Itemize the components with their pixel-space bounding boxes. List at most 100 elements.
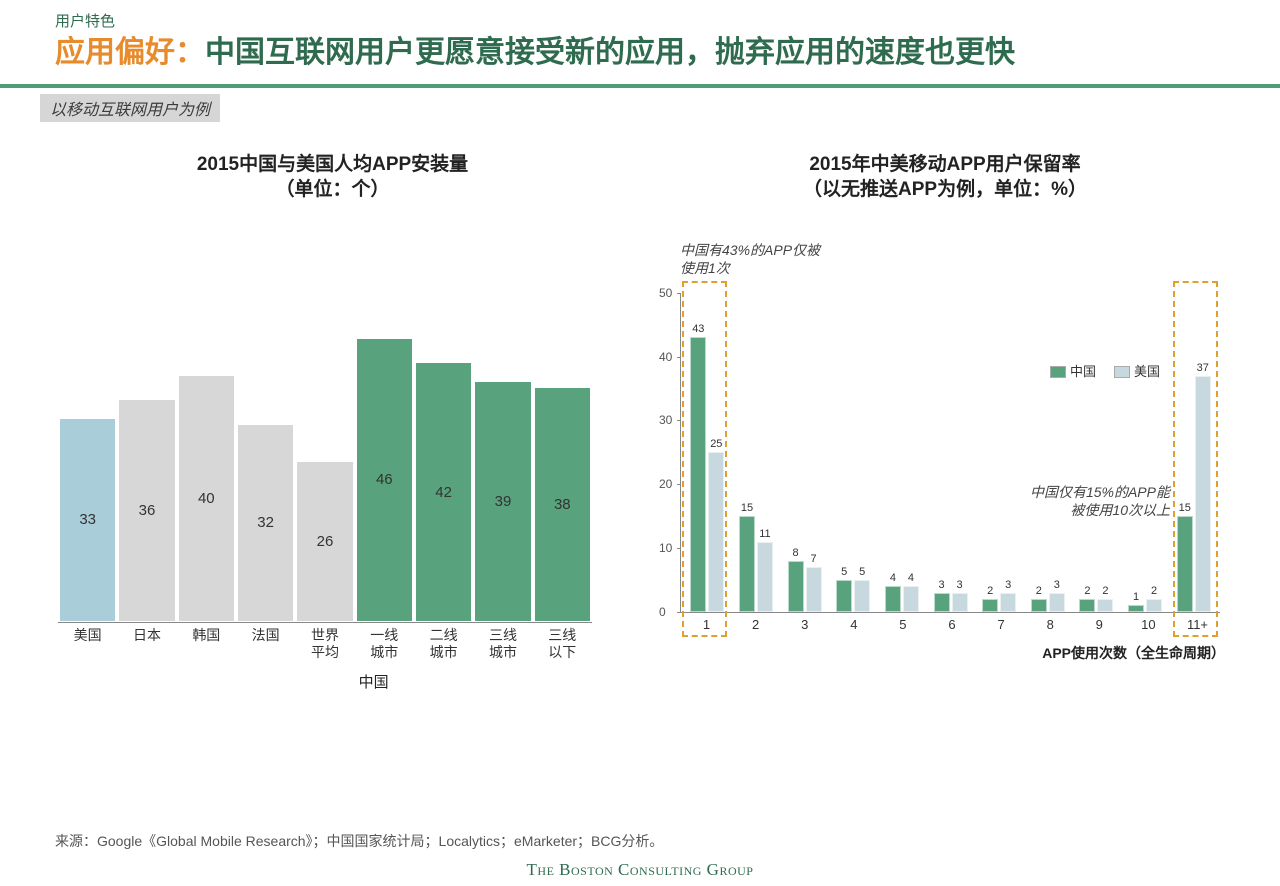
left-xlabel: 世界平均 bbox=[295, 627, 354, 661]
source-line: 来源：Google《Global Mobile Research》；中国国家统计… bbox=[55, 831, 663, 851]
left-bar: 26 bbox=[296, 461, 353, 622]
left-xlabel: 三线城市 bbox=[473, 627, 532, 661]
right-bar-value: 15 bbox=[741, 502, 753, 514]
left-xlabel: 韩国 bbox=[177, 627, 236, 661]
right-bar-value: 3 bbox=[1054, 579, 1060, 591]
right-bar: 2 bbox=[1031, 599, 1047, 612]
left-xlabel: 日本 bbox=[117, 627, 176, 661]
right-bar: 2 bbox=[982, 599, 998, 612]
right-bar: 1 bbox=[1128, 605, 1144, 611]
right-bar-value: 3 bbox=[938, 579, 944, 591]
right-bar: 8 bbox=[788, 561, 804, 612]
right-chart-title-l2: （以无推送APP为例，单位：%） bbox=[650, 177, 1240, 203]
footer-logo-text: The Boston Consulting Group bbox=[527, 860, 754, 879]
right-chart-col: 2015年中美移动APP用户保留率 （以无推送APP为例，单位：%） 中国有43… bbox=[650, 152, 1240, 713]
right-chart-groups: 4325151187554433232322121537 bbox=[683, 293, 1218, 612]
right-xlabel: 9 bbox=[1075, 617, 1124, 632]
right-ytick: 10 bbox=[659, 541, 672, 555]
title-rest: 中国互联网用户更愿意接受新的应用，抛弃应用的速度也更快 bbox=[205, 36, 1015, 69]
right-ytick: 40 bbox=[659, 350, 672, 364]
annot-top: 中国有43%的APP仅被使用1次 bbox=[680, 241, 820, 277]
right-bar-value: 3 bbox=[1005, 579, 1011, 591]
right-bar-value: 4 bbox=[908, 572, 914, 584]
right-bar-value: 7 bbox=[811, 553, 817, 565]
left-bar: 32 bbox=[237, 424, 294, 622]
right-bar-value: 4 bbox=[890, 572, 896, 584]
right-bar-group: 23 bbox=[1023, 293, 1072, 612]
left-bar: 36 bbox=[118, 399, 175, 621]
right-bar: 4 bbox=[903, 586, 919, 612]
title-rule bbox=[0, 84, 1280, 88]
left-bar: 42 bbox=[415, 362, 472, 622]
highlight-box-first bbox=[682, 281, 727, 637]
right-bar-value: 11 bbox=[759, 528, 770, 540]
right-bar: 3 bbox=[1049, 593, 1065, 612]
right-bar-group: 12 bbox=[1121, 293, 1170, 612]
highlight-box-last bbox=[1173, 281, 1218, 637]
right-bar: 15 bbox=[739, 516, 755, 612]
left-chart-title-l2: （单位：个） bbox=[55, 177, 610, 203]
right-chart-title-l1: 2015年中美移动APP用户保留率 bbox=[650, 152, 1240, 178]
right-chart: 中国有43%的APP仅被使用1次 中国仅有15%的APP能被使用10次以上 中国… bbox=[650, 223, 1240, 713]
right-bar-value: 5 bbox=[859, 566, 865, 578]
right-bar-group: 23 bbox=[975, 293, 1024, 612]
left-bar: 40 bbox=[178, 375, 235, 622]
right-ytick: 20 bbox=[659, 477, 672, 491]
left-chart-col: 2015中国与美国人均APP安装量 （单位：个） 333640322646423… bbox=[55, 152, 610, 713]
right-bar: 2 bbox=[1097, 599, 1113, 612]
right-bar: 3 bbox=[1000, 593, 1016, 612]
left-chart-bars: 333640322646423938 bbox=[58, 313, 592, 622]
left-chart-xlabels: 美国日本韩国法国世界平均一线城市二线城市三线城市三线以下 bbox=[58, 627, 592, 661]
left-xlabel: 二线城市 bbox=[414, 627, 473, 661]
right-ytick: 0 bbox=[659, 605, 666, 619]
left-chart: 333640322646423938 美国日本韩国法国世界平均一线城市二线城市三… bbox=[55, 223, 595, 693]
left-bar: 38 bbox=[534, 387, 591, 622]
right-xlabel: 5 bbox=[878, 617, 927, 632]
right-ytick: 30 bbox=[659, 413, 672, 427]
right-xlabel: 10 bbox=[1124, 617, 1173, 632]
right-chart-title: 2015年中美移动APP用户保留率 （以无推送APP为例，单位：%） bbox=[650, 152, 1240, 203]
right-chart-plot: 4325151187554433232322121537 01020304050 bbox=[680, 293, 1220, 613]
left-bar: 46 bbox=[356, 338, 413, 622]
left-bar: 39 bbox=[474, 381, 531, 622]
right-bar-group: 1511 bbox=[732, 293, 781, 612]
right-bar-group: 44 bbox=[878, 293, 927, 612]
right-xlabel: 4 bbox=[829, 617, 878, 632]
left-xlabel: 美国 bbox=[58, 627, 117, 661]
right-bar: 3 bbox=[934, 593, 950, 612]
right-bar-value: 2 bbox=[1084, 585, 1090, 597]
right-bar-group: 22 bbox=[1072, 293, 1121, 612]
right-bar: 3 bbox=[952, 593, 968, 612]
eyebrow: 用户特色 bbox=[55, 10, 1225, 31]
right-bar: 11 bbox=[757, 542, 773, 612]
left-chart-plot: 333640322646423938 bbox=[58, 313, 592, 623]
page-title: 应用偏好：中国互联网用户更愿意接受新的应用，抛弃应用的速度也更快 bbox=[55, 33, 1225, 74]
right-bar-value: 2 bbox=[1102, 585, 1108, 597]
right-bar: 7 bbox=[806, 567, 822, 612]
right-bar: 4 bbox=[885, 586, 901, 612]
left-xlabel: 一线城市 bbox=[355, 627, 414, 661]
right-xlabel: 8 bbox=[1026, 617, 1075, 632]
right-xlabel: 7 bbox=[977, 617, 1026, 632]
footer-logo: The Boston Consulting Group bbox=[527, 860, 754, 880]
left-bar: 33 bbox=[59, 418, 116, 622]
left-xlabel: 三线以下 bbox=[533, 627, 592, 661]
right-bar-value: 2 bbox=[1036, 585, 1042, 597]
right-bar: 2 bbox=[1079, 599, 1095, 612]
left-chart-china-label: 中国 bbox=[359, 671, 389, 692]
right-xlabel: 3 bbox=[780, 617, 829, 632]
right-bar-value: 2 bbox=[1151, 585, 1157, 597]
right-bar-group: 55 bbox=[829, 293, 878, 612]
right-bar-group: 33 bbox=[926, 293, 975, 612]
right-bar-value: 1 bbox=[1133, 591, 1139, 603]
left-xlabel: 法国 bbox=[236, 627, 295, 661]
right-bar: 2 bbox=[1146, 599, 1162, 612]
right-xlabel: 2 bbox=[731, 617, 780, 632]
left-chart-title-l1: 2015中国与美国人均APP安装量 bbox=[55, 152, 610, 178]
header: 用户特色 应用偏好：中国互联网用户更愿意接受新的应用，抛弃应用的速度也更快 bbox=[0, 0, 1280, 74]
subhead-badge: 以移动互联网用户为例 bbox=[40, 94, 220, 122]
right-bar-value: 8 bbox=[793, 547, 799, 559]
right-bar-value: 3 bbox=[956, 579, 962, 591]
right-bar: 5 bbox=[854, 580, 870, 612]
right-chart-xtitle: APP使用次数（全生命周期） bbox=[1042, 643, 1225, 663]
